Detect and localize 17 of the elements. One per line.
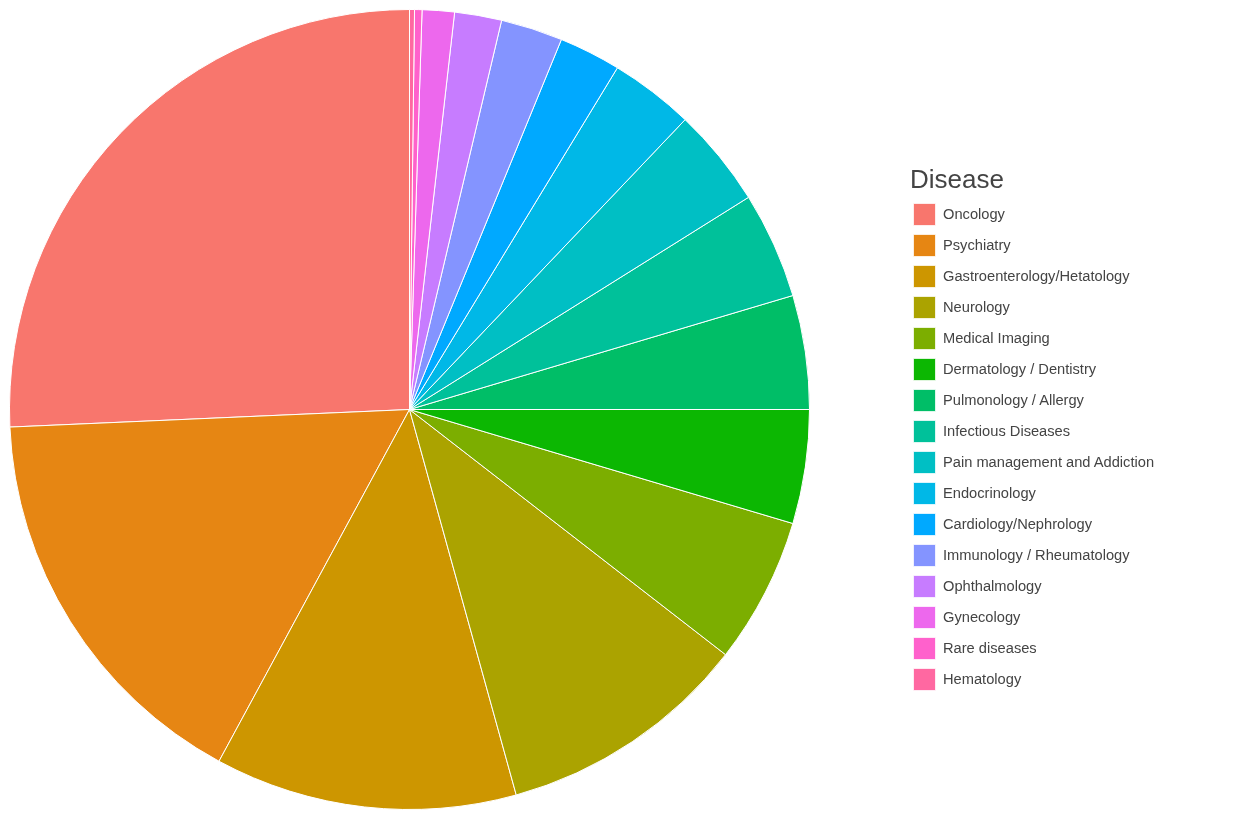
legend-label: Ophthalmology — [943, 578, 1042, 594]
legend-label: Pulmonology / Allergy — [943, 392, 1084, 408]
legend-title: Disease — [910, 164, 1005, 195]
legend-label: Rare diseases — [943, 640, 1037, 656]
legend-label: Oncology — [943, 206, 1005, 222]
legend-label: Pain management and Addiction — [943, 454, 1155, 470]
legend-label: Infectious Diseases — [943, 423, 1071, 439]
legend-label: Gynecology — [943, 609, 1021, 625]
legend-label: Hematology — [943, 671, 1022, 687]
legend-label: Dermatology / Dentistry — [943, 361, 1097, 377]
legend-label: Endocrinology — [943, 485, 1036, 501]
legend-label: Immunology / Rheumatology — [943, 547, 1130, 563]
legend-label: Medical Imaging — [943, 330, 1050, 346]
legend-label: Cardiology/Nephrology — [943, 516, 1093, 532]
legend-label: Gastroenterology/Hetatology — [943, 268, 1130, 284]
legend-label: Neurology — [943, 299, 1010, 315]
legend-label: Psychiatry — [943, 237, 1011, 253]
